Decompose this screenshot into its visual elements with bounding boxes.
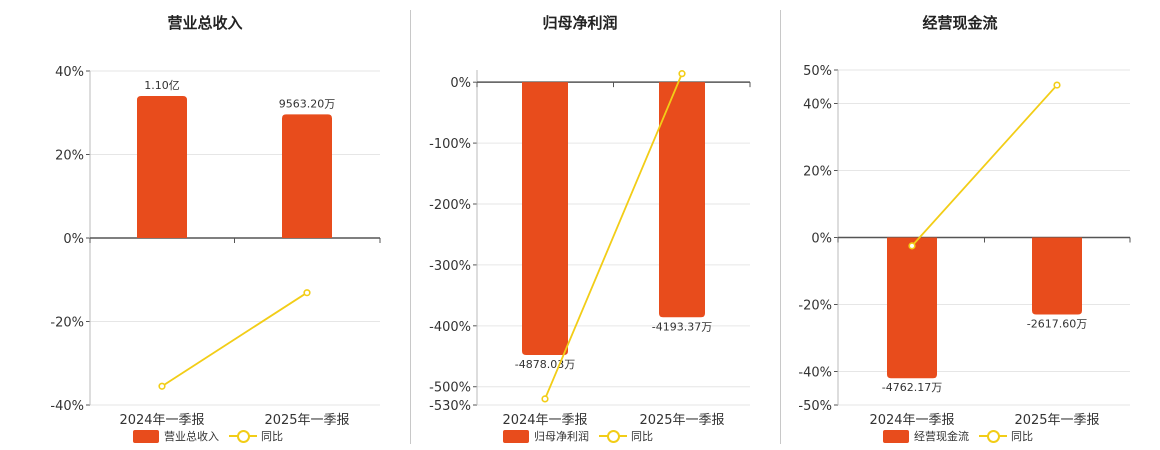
y-tick-label: -20% xyxy=(50,316,84,331)
y-tick-label: 40% xyxy=(803,98,832,113)
y-tick-label: -530% xyxy=(429,399,471,414)
y-tick-label: -500% xyxy=(429,381,471,396)
legend-bar-swatch xyxy=(133,429,159,443)
bar xyxy=(137,96,187,238)
y-tick-label: 0% xyxy=(63,232,84,247)
chart-legend: 营业总收入 同比 xyxy=(133,428,283,444)
bar-data-label: -4878.03万 xyxy=(515,358,575,371)
yoy-point xyxy=(678,70,686,78)
y-tick-label: 40% xyxy=(55,65,84,80)
y-tick-label: -50% xyxy=(798,399,832,414)
bar-data-label: -4193.37万 xyxy=(652,320,712,333)
yoy-line xyxy=(544,73,683,400)
bar-data-label: -2617.60万 xyxy=(1027,318,1087,331)
yoy-line xyxy=(911,84,1058,247)
yoy-point xyxy=(303,289,311,297)
bar-data-label: 9563.20万 xyxy=(279,97,336,110)
y-tick-label: 0% xyxy=(450,76,471,91)
y-tick-label: -40% xyxy=(798,366,832,381)
legend-line-icon xyxy=(599,429,627,443)
chart-legend: 归母净利润 同比 xyxy=(503,428,653,444)
bar xyxy=(659,82,705,318)
y-tick-label: 50% xyxy=(803,64,832,79)
y-tick-label: -300% xyxy=(429,259,471,274)
bar-data-label: 1.10亿 xyxy=(144,79,180,92)
legend-bar-label: 归母净利润 xyxy=(534,430,589,443)
bar xyxy=(522,82,568,356)
yoy-point xyxy=(908,242,916,250)
bar xyxy=(887,237,937,379)
yoy-point xyxy=(1053,81,1061,89)
x-category-label: 2025年一季报 xyxy=(1014,413,1099,428)
chart-title: 归母净利润 xyxy=(542,14,618,32)
bar-data-label: -4762.17万 xyxy=(882,381,942,394)
x-category-label: 2024年一季报 xyxy=(869,413,954,428)
legend-bar-swatch xyxy=(503,429,529,443)
chart-title: 营业总收入 xyxy=(167,14,243,32)
legend-bar-label: 经营现金流 xyxy=(914,430,969,443)
yoy-point xyxy=(158,382,166,390)
y-tick-label: -400% xyxy=(429,320,471,335)
y-tick-label: -100% xyxy=(429,137,471,152)
legend-line-label: 同比 xyxy=(1011,430,1033,443)
chart-panel-cash-flow: 经营现金流 xyxy=(790,0,1130,450)
yoy-point xyxy=(541,395,549,403)
legend-bar-label: 营业总收入 xyxy=(164,430,219,443)
yoy-line xyxy=(161,291,308,387)
chart-legend: 经营现金流 同比 xyxy=(883,428,1033,444)
legend-line-label: 同比 xyxy=(261,430,283,443)
y-tick-label: -40% xyxy=(50,399,84,414)
chart-title: 经营现金流 xyxy=(922,14,998,32)
x-category-label: 2024年一季报 xyxy=(502,413,587,428)
x-category-label: 2024年一季报 xyxy=(119,413,204,428)
y-tick-label: 20% xyxy=(55,149,84,164)
legend-bar-swatch xyxy=(883,429,909,443)
bar xyxy=(282,114,332,238)
y-tick-label: -20% xyxy=(798,299,832,314)
chart-panel-net-profit: 归母净利润 xyxy=(410,0,750,450)
y-tick-label: 0% xyxy=(811,232,832,247)
y-tick-label: -200% xyxy=(429,198,471,213)
x-category-label: 2025年一季报 xyxy=(264,413,349,428)
legend-line-label: 同比 xyxy=(631,430,653,443)
legend-line-icon xyxy=(979,429,1007,443)
bar xyxy=(1032,237,1082,315)
panel-divider xyxy=(780,10,781,444)
legend-line-icon xyxy=(229,429,257,443)
y-tick-label: 20% xyxy=(803,165,832,180)
x-category-label: 2025年一季报 xyxy=(639,413,724,428)
chart-panel-revenue: 营业总收入 xyxy=(20,0,390,450)
panel-divider xyxy=(410,10,411,444)
